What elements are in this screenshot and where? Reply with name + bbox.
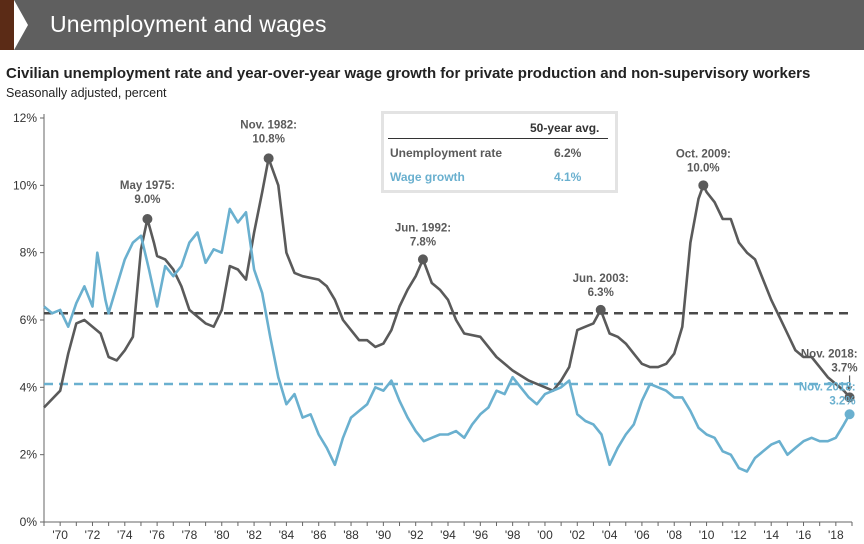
legend-value-wage: 4.1% — [554, 170, 582, 184]
x-tick-label: '92 — [408, 528, 424, 542]
x-tick-label: '00 — [537, 528, 553, 542]
annotation-label: Jun. 2003: — [573, 273, 629, 285]
x-tick-label: '82 — [246, 528, 262, 542]
annotation-point — [263, 153, 274, 164]
chart-subtitle: Seasonally adjusted, percent — [6, 86, 167, 100]
y-tick-label: 0% — [20, 515, 38, 529]
x-tick-label: '88 — [343, 528, 359, 542]
annotation-label: Nov. 2018: — [801, 348, 858, 360]
x-tick-label: '98 — [505, 528, 521, 542]
annotation-point — [595, 304, 606, 315]
x-tick-label: '10 — [699, 528, 715, 542]
x-tick-label: '80 — [214, 528, 230, 542]
header-chevron-icon — [14, 0, 28, 50]
y-tick-label: 6% — [20, 313, 38, 327]
x-tick-label: '90 — [376, 528, 392, 542]
x-tick-label: '94 — [440, 528, 456, 542]
annotation-label: Nov. 1982: — [240, 119, 297, 131]
annotation-value: 6.3% — [588, 287, 614, 299]
annotation-point — [417, 254, 428, 265]
x-tick-label: '02 — [569, 528, 585, 542]
x-tick-label: '72 — [85, 528, 101, 542]
annotation-value: 3.2% — [829, 395, 855, 407]
annotation-point — [844, 409, 855, 420]
x-tick-label: '96 — [472, 528, 488, 542]
annotation-label: Nov. 2018: — [799, 381, 856, 393]
x-tick-label: '16 — [796, 528, 812, 542]
x-tick-label: '78 — [182, 528, 198, 542]
chart-title: Civilian unemployment rate and year-over… — [6, 65, 811, 82]
x-tick-label: '06 — [634, 528, 650, 542]
wage-growth-line — [43, 207, 851, 473]
y-tick-label: 8% — [20, 246, 38, 260]
legend-header: 50-year avg. — [530, 121, 600, 135]
annotation-label: May 1975: — [120, 180, 175, 192]
legend-value-unemployment: 6.2% — [554, 146, 582, 160]
annotation-point — [844, 392, 855, 403]
x-tick-label: '04 — [602, 528, 618, 542]
annotation-value: 10.0% — [687, 162, 720, 174]
unemployment-line — [43, 157, 851, 409]
x-tick-label: '76 — [149, 528, 165, 542]
page-title: Unemployment and wages — [50, 11, 327, 37]
annotation-value: 7.8% — [410, 236, 436, 248]
x-tick-label: '84 — [279, 528, 295, 542]
x-tick-label: '70 — [52, 528, 68, 542]
y-tick-label: 10% — [13, 178, 37, 192]
annotation-label: Jun. 1992: — [395, 222, 451, 234]
x-tick-label: '86 — [311, 528, 327, 542]
y-tick-label: 12% — [13, 111, 37, 125]
annotation-point — [698, 180, 709, 191]
x-tick-label: '14 — [763, 528, 779, 542]
header-bar — [0, 0, 864, 50]
x-tick-label: '12 — [731, 528, 747, 542]
annotation-value: 10.8% — [252, 133, 285, 145]
x-tick-label: '18 — [828, 528, 844, 542]
annotation-arrowhead — [846, 386, 853, 392]
legend-rule — [388, 138, 608, 139]
y-tick-label: 4% — [20, 380, 38, 394]
annotation-value: 9.0% — [134, 194, 160, 206]
annotation-point — [142, 214, 153, 224]
annotation-label: Oct. 2009: — [676, 148, 731, 160]
legend-label-unemployment: Unemployment rate — [390, 146, 503, 160]
annotation-value: 3.7% — [831, 362, 857, 374]
legend-table: 50-year avg. Unemployment rate 6.2% Wage… — [381, 111, 618, 193]
x-tick-label: '08 — [666, 528, 682, 542]
x-tick-label: '74 — [117, 528, 133, 542]
legend-label-wage: Wage growth — [390, 170, 465, 184]
header-notch — [0, 0, 14, 50]
y-tick-label: 2% — [20, 448, 38, 462]
